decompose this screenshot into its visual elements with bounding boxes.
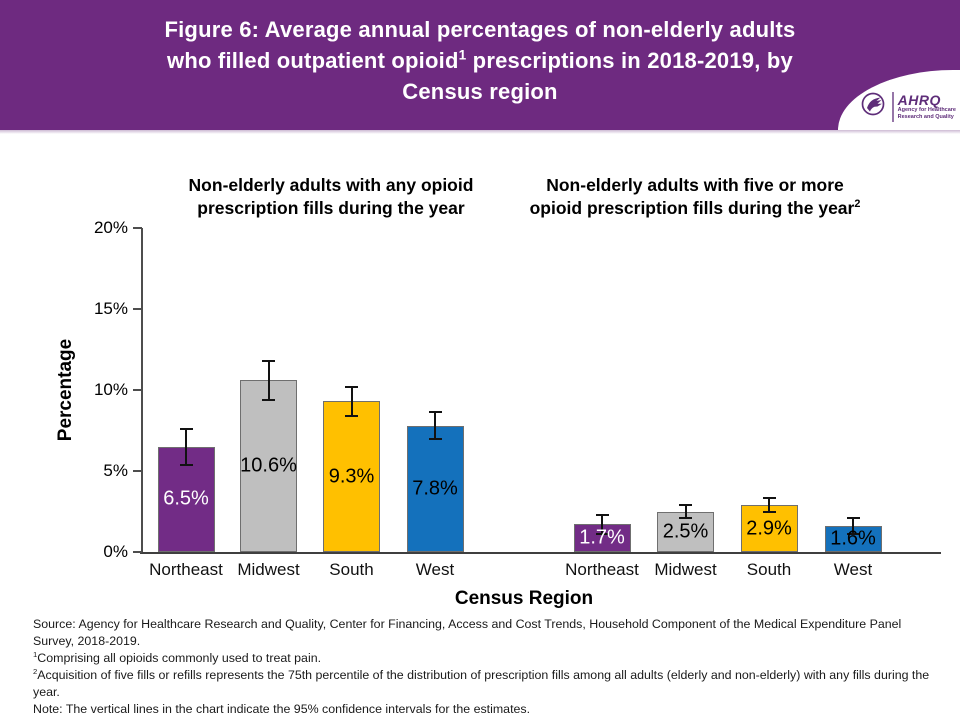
x-tick-label-northeast-group1: Northeast bbox=[149, 560, 223, 579]
x-tick-label-midwest-group2: Midwest bbox=[654, 560, 717, 579]
y-axis-line bbox=[141, 228, 143, 553]
error-cap-bottom bbox=[428, 438, 442, 441]
y-tick-10% bbox=[133, 389, 142, 391]
y-tick-label-5%: 5% bbox=[103, 461, 128, 480]
error-bar-west-group2 bbox=[852, 517, 854, 535]
footnotes: Source: Agency for Healthcare Research a… bbox=[33, 616, 941, 718]
error-bar-south-group2 bbox=[768, 497, 770, 513]
x-tick-label-south-group2: South bbox=[746, 560, 792, 579]
x-tick-label-west-group1: West bbox=[415, 560, 455, 579]
y-tick-label-15%: 15% bbox=[93, 299, 128, 318]
hhs-eagle-icon bbox=[860, 89, 888, 124]
bar-value-label-south-group2: 2.9% bbox=[746, 517, 792, 539]
y-tick-15% bbox=[133, 308, 142, 310]
error-cap-bottom bbox=[679, 516, 692, 519]
logo-text: AHRQ Agency for Healthcare Research and … bbox=[898, 93, 956, 121]
y-tick-label-0%: 0% bbox=[103, 542, 128, 561]
x-tick-label-northeast-group2: Northeast bbox=[565, 560, 639, 579]
error-bar-northeast-group1 bbox=[185, 428, 187, 465]
bar-value-label-northeast-group1: 6.5% bbox=[163, 487, 209, 510]
error-cap-bottom bbox=[846, 533, 860, 536]
y-axis-title: Percentage bbox=[55, 338, 76, 442]
footnote-line-3: 2Acquisition of five fills or refills re… bbox=[33, 666, 930, 699]
error-cap-bottom bbox=[595, 533, 609, 536]
error-cap-bottom bbox=[762, 511, 776, 514]
ahrq-logo: AHRQ Agency for Healthcare Research and … bbox=[838, 70, 960, 130]
y-tick-label-10%: 10% bbox=[93, 380, 128, 399]
error-cap-top bbox=[428, 410, 442, 413]
logo-tagline-1: Agency for Healthcare bbox=[897, 107, 956, 113]
page-title-line-3: Census region bbox=[402, 79, 558, 104]
footnote-line-2: 1Comprising all opioids commonly used to… bbox=[33, 649, 322, 665]
x-tick-label-west-group2: West bbox=[833, 560, 873, 579]
error-bar-west-group1 bbox=[434, 411, 436, 440]
error-bar-midwest-group1 bbox=[267, 360, 270, 400]
bar-south-group1 bbox=[323, 401, 380, 552]
error-bar-northeast-group2 bbox=[601, 514, 603, 535]
bar-value-label-south-group1: 9.3% bbox=[328, 465, 375, 488]
header-banner: Figure 6: Average annual percentages of … bbox=[0, 0, 960, 130]
error-cap-bottom bbox=[179, 463, 193, 466]
error-cap-top bbox=[595, 513, 609, 516]
chart-title-line-2: prescription fills during the year bbox=[197, 198, 465, 218]
chart-title-line-1: Non-elderly adults with any opioid bbox=[188, 175, 474, 195]
logo-org-name: AHRQ bbox=[897, 91, 941, 108]
error-cap-top bbox=[179, 427, 193, 430]
x-axis-line bbox=[140, 552, 941, 554]
error-cap-top bbox=[762, 496, 776, 499]
page-title: Figure 6: Average annual percentages of … bbox=[120, 14, 840, 107]
y-tick-20% bbox=[133, 227, 142, 229]
y-tick-label-20%: 20% bbox=[93, 218, 128, 237]
error-bar-south-group1 bbox=[350, 386, 353, 416]
error-bar-midwest-group2 bbox=[684, 505, 687, 518]
error-cap-top bbox=[345, 385, 358, 388]
logo-tagline-2: Research and Quality bbox=[897, 114, 954, 120]
x-axis-title: Census Region bbox=[454, 588, 594, 609]
chart-title-five-or-more-fills: Non-elderly adults with five or more opio… bbox=[500, 174, 890, 220]
error-cap-top bbox=[846, 516, 860, 519]
chart-title-line-2: opioid prescription fills during the yea… bbox=[529, 198, 861, 218]
x-tick-label-midwest-group1: Midwest bbox=[237, 560, 300, 579]
chart-title-line-1: Non-elderly adults with five or more bbox=[546, 175, 844, 195]
error-cap-top bbox=[679, 504, 692, 507]
bar-value-label-west-group2: 1.6% bbox=[830, 527, 876, 550]
error-cap-top bbox=[262, 359, 275, 362]
y-tick-0% bbox=[133, 551, 142, 553]
bar-midwest-group1 bbox=[240, 380, 297, 552]
bar-value-label-midwest-group2: 2.5% bbox=[662, 520, 709, 543]
footnote-line-4: Note: The vertical lines in the chart in… bbox=[33, 702, 531, 716]
error-cap-bottom bbox=[262, 398, 275, 401]
bar-value-label-northeast-group2: 1.7% bbox=[579, 526, 625, 549]
y-tick-5% bbox=[133, 470, 142, 472]
error-cap-bottom bbox=[345, 414, 358, 417]
chart-title-any-fills: Non-elderly adults with any opioid prescr… bbox=[140, 174, 522, 220]
ahrq-logo-inner: AHRQ Agency for Healthcare Research and … bbox=[860, 89, 956, 124]
footnote-line-1: Source: Agency for Healthcare Research a… bbox=[33, 617, 902, 648]
header-shadow bbox=[0, 130, 960, 134]
logo-divider bbox=[891, 91, 894, 122]
x-tick-label-south-group1: South bbox=[329, 560, 374, 579]
page-title-line-2: who filled outpatient opioid1 prescripti… bbox=[167, 47, 793, 73]
page-title-line-1: Figure 6: Average annual percentages of … bbox=[164, 17, 796, 42]
bar-value-label-midwest-group1: 10.6% bbox=[240, 454, 297, 477]
bar-value-label-west-group1: 7.8% bbox=[412, 477, 458, 500]
